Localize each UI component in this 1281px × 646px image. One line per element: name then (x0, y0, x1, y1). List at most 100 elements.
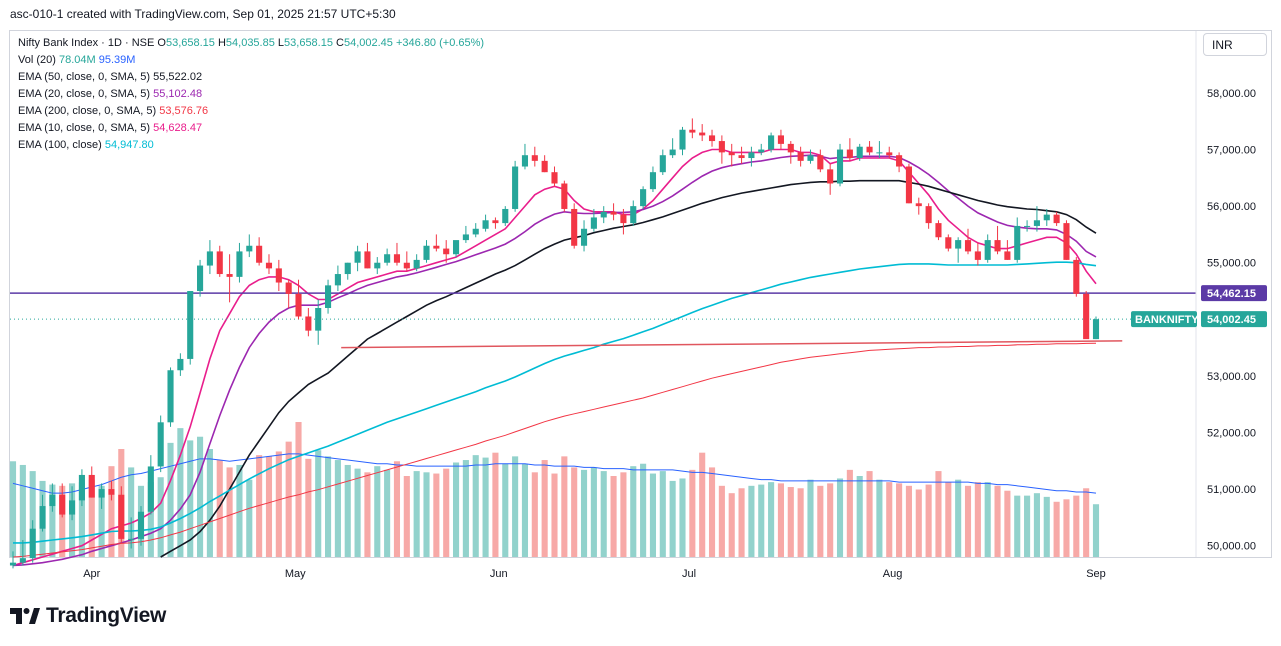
candle-body (59, 494, 66, 515)
candle-body (1014, 225, 1021, 260)
time-tick-label: Apr (83, 568, 100, 580)
volume-bar (1073, 495, 1080, 557)
volume-bar (29, 471, 36, 557)
legend-indicator-ema50[interactable]: EMA (50, close, 0, SMA, 5) 55,522.02 (18, 69, 484, 86)
candle-body (108, 489, 115, 495)
time-tick-label: Jul (682, 568, 696, 580)
volume-bar (846, 469, 853, 557)
candle-body (128, 538, 135, 540)
candle-body (118, 494, 125, 539)
volume-bar (315, 450, 322, 557)
candle-body (659, 155, 666, 173)
volume-bar (1004, 490, 1011, 557)
candle-body (512, 166, 519, 209)
candle-body (49, 494, 56, 507)
candles (9, 118, 1100, 569)
candle-body (334, 274, 341, 286)
candle-body (472, 228, 479, 235)
candle-body (955, 240, 962, 249)
volume-bar (393, 461, 401, 557)
volume-bar (935, 471, 942, 557)
candle-body (718, 141, 725, 153)
volume-bar (807, 479, 814, 557)
candle-body (325, 285, 332, 308)
volume-bar (325, 456, 332, 557)
volume-bar (512, 456, 519, 557)
candle-body (462, 234, 469, 241)
legend-indicator-ema10[interactable]: EMA (10, close, 0, SMA, 5) 54,628.47 (18, 120, 484, 137)
candle-body (246, 245, 253, 252)
volume-bar (600, 471, 607, 557)
legend-volume-row[interactable]: Vol (20) 78.04M 95.39M (18, 52, 484, 69)
volume-bar (876, 479, 883, 557)
volume-bar (718, 485, 725, 557)
volume-bar (305, 458, 312, 557)
volume-bar (246, 479, 253, 557)
volume-bar (974, 482, 981, 557)
candle-body (226, 274, 233, 277)
legend-indicator-ema200[interactable]: EMA (200, close, 0, SMA, 5) 53,576.76 (18, 103, 484, 120)
volume-bar (1024, 495, 1031, 557)
indicator-label: EMA (20, close, 0, SMA, 5) (18, 88, 151, 100)
currency-selector[interactable]: INR (1203, 33, 1267, 56)
candle-body (836, 149, 844, 184)
tradingview-branding[interactable]: TradingView (10, 604, 166, 628)
candle-body (403, 262, 410, 269)
volume-bar (728, 493, 735, 557)
volume-bar (541, 460, 548, 557)
volume-bar (640, 463, 647, 557)
volume-bar (659, 471, 666, 557)
volume-bar (19, 464, 26, 557)
legend: Nifty Bank Index · 1D · NSE O53,658.15 H… (18, 35, 484, 154)
legend-indicator-ema20[interactable]: EMA (20, close, 0, SMA, 5) 55,102.48 (18, 86, 484, 103)
candle-body (265, 262, 273, 269)
volume-bar (265, 456, 273, 557)
symbol-title[interactable]: Nifty Bank Index · 1D · NSE (18, 37, 155, 49)
volume-bar (708, 467, 716, 557)
candle-body (748, 152, 755, 159)
candle-body (285, 282, 292, 294)
legend-symbol-row[interactable]: Nifty Bank Index · 1D · NSE O53,658.15 H… (18, 35, 484, 52)
candle-body (88, 474, 95, 498)
volume-bar (649, 473, 657, 557)
volume-ma-line (12, 453, 1097, 494)
candle-body (925, 206, 932, 224)
candle-body (39, 506, 46, 529)
volume-bar (984, 482, 991, 557)
volume-bar (689, 469, 696, 557)
volume-bar (768, 482, 775, 557)
volume-bar (452, 462, 460, 557)
volume-bar (98, 485, 105, 557)
candle-body (561, 183, 568, 209)
candle-body (728, 152, 735, 156)
candle-body (945, 237, 952, 249)
volume-bar (433, 473, 440, 557)
candle-body (807, 155, 814, 161)
price-tick-label: 51,000.00 (1207, 484, 1256, 496)
volume-bar (886, 482, 893, 557)
volume-bar (925, 484, 932, 557)
candle-body (896, 155, 903, 167)
candle-body (502, 208, 509, 224)
volume-bar (197, 436, 204, 557)
candle-body (1043, 214, 1050, 221)
candle-body (187, 291, 194, 359)
volume-bar (620, 472, 627, 557)
volume-bar (403, 476, 410, 557)
candle-body (758, 149, 765, 153)
price-tick-label: 57,000.00 (1207, 145, 1256, 157)
legend-indicator-ema100[interactable]: EMA (100, close) 54,947.80 (18, 137, 484, 154)
chart-frame[interactable] (9, 30, 1272, 558)
volume-bar (787, 487, 794, 557)
candle-body (482, 220, 489, 229)
volume-bar (423, 472, 430, 557)
volume-bar (797, 488, 804, 557)
volume-bar (758, 484, 765, 557)
candle-body (640, 189, 647, 207)
drawn-lines (10, 292, 1196, 349)
volume-bar (580, 469, 588, 557)
volume-bar (177, 428, 184, 557)
candle-body (1004, 251, 1011, 260)
candle-body (29, 528, 36, 559)
